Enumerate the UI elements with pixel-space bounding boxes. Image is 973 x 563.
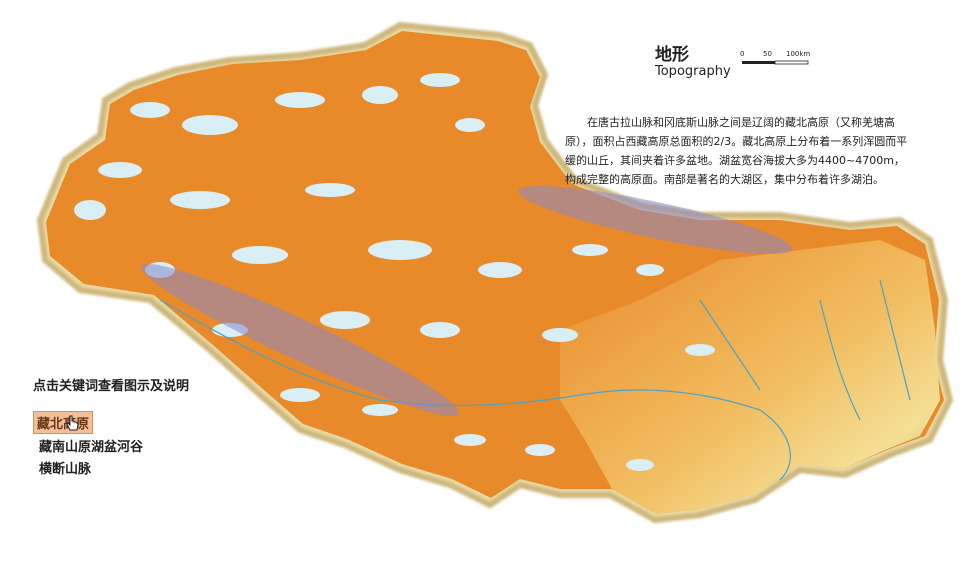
lakes-and-snow <box>74 73 715 471</box>
rivers <box>159 279 911 481</box>
highlight-band-north <box>518 185 792 255</box>
keyword-prompt: 点击关键词查看图示及说明 <box>33 379 190 394</box>
title-english: Topography <box>655 64 731 79</box>
keyword-northern-tibet-plateau[interactable]: 藏北高原 <box>33 411 94 434</box>
scale-label-100: 100km <box>786 50 811 58</box>
scale-label-50: 50 <box>763 50 772 58</box>
map-title: 地形 Topography <box>655 45 731 79</box>
title-chinese: 地形 <box>655 45 689 65</box>
hand-cursor-icon <box>66 415 79 431</box>
keyword-southern-tibet-valleys[interactable]: 藏南山原湖盆河谷 <box>39 440 144 455</box>
keyword-hengduan-mountains[interactable]: 横断山脉 <box>39 462 92 477</box>
scale-bar <box>742 60 809 65</box>
eastern-lowlands <box>560 240 940 514</box>
scale-label-0: 0 <box>740 50 745 58</box>
highlight-band-south <box>141 263 459 417</box>
topography-description: 在唐古拉山脉和冈底斯山脉之间是辽阔的藏北高原（又称羌塘高原），面积占西藏高原总面… <box>565 116 908 186</box>
